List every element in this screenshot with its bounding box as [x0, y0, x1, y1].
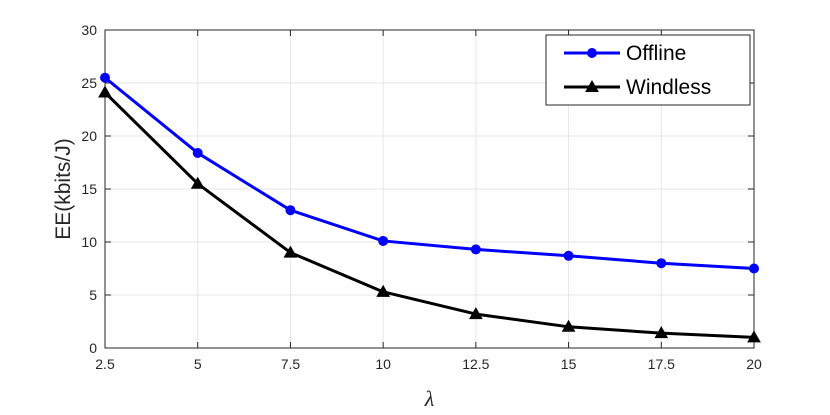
y-tick-label: 25 — [81, 75, 97, 91]
legend-item-offline: Offline — [564, 42, 686, 65]
data-point-offline — [563, 250, 574, 261]
data-point-offline — [749, 263, 759, 274]
legend-label: Windless — [626, 76, 711, 99]
legend-marker — [585, 79, 599, 92]
data-point-offline — [285, 205, 296, 216]
x-tick-label: 15 — [561, 356, 577, 372]
series-line-offline — [104, 76, 755, 270]
legend-box — [545, 34, 751, 106]
legend-label: Offline — [626, 42, 686, 65]
data-point-windless — [468, 307, 483, 320]
x-axis-label: λ — [424, 386, 435, 411]
x-tick-label: 2.5 — [95, 356, 115, 372]
data-point-windless — [98, 85, 112, 98]
x-tick-label: 10 — [375, 356, 391, 372]
y-tick-label: 15 — [81, 181, 97, 197]
legend: Offline Windless — [545, 34, 751, 106]
y-tick-label: 0 — [89, 340, 97, 356]
series-layer — [98, 72, 761, 343]
x-tick-label: 7.5 — [281, 356, 301, 372]
x-tick-label: 17.5 — [648, 356, 675, 372]
y-tick-label: 20 — [81, 128, 97, 144]
data-point-windless — [561, 319, 576, 332]
series-offline — [100, 72, 759, 274]
series-line-windless — [103, 91, 755, 339]
axis-ticks: 2.5 5 7.5 10 12.5 15 17.5 20 0 5 10 15 20 25 30 — [81, 22, 762, 372]
data-point-offline — [378, 235, 389, 246]
x-tick-label: 12.5 — [462, 356, 489, 372]
data-point-windless — [190, 176, 205, 189]
legend-marker — [587, 48, 597, 58]
x-tick-label: 20 — [746, 356, 762, 372]
y-tick-label: 5 — [89, 287, 97, 303]
legend-item-windless: Windless — [564, 76, 711, 99]
data-point-offline — [656, 258, 667, 269]
y-tick-label: 10 — [81, 234, 97, 250]
data-point-windless — [283, 245, 298, 258]
data-point-offline — [470, 244, 481, 255]
data-point-windless — [747, 330, 761, 343]
x-tick-label: 5 — [194, 356, 202, 372]
y-tick-label: 30 — [81, 22, 97, 38]
data-point-windless — [654, 326, 669, 339]
data-point-windless — [376, 284, 391, 297]
y-axis-label: EE(kbits/J) — [52, 138, 75, 240]
series-windless — [98, 85, 761, 343]
data-point-offline — [192, 147, 203, 158]
data-point-offline — [100, 72, 110, 83]
